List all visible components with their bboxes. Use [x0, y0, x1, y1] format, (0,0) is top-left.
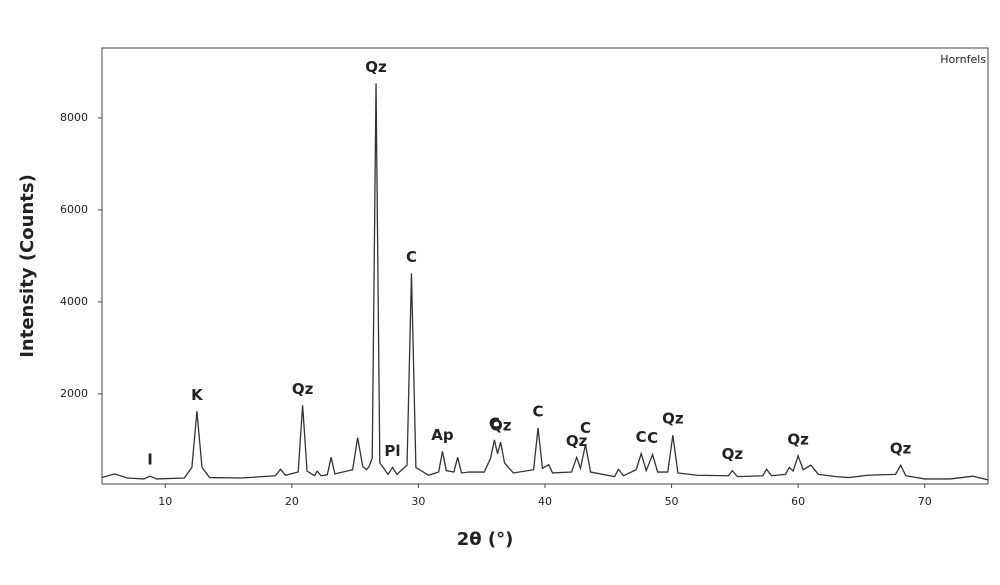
- peak-label: Qz: [566, 432, 588, 450]
- y-tick-label: 2000: [60, 387, 88, 400]
- peak-label: Qz: [787, 430, 809, 448]
- y-tick-label: 4000: [60, 295, 88, 308]
- peak-label: C: [533, 402, 544, 420]
- xrd-trace: [101, 83, 989, 481]
- x-axis-title: 2θ (°): [457, 529, 514, 550]
- plot-frame: [101, 47, 989, 485]
- peak-label: Qz: [490, 417, 512, 435]
- y-tick-label: 8000: [60, 111, 88, 124]
- x-tick-label: 50: [665, 495, 679, 508]
- peak-label: I: [147, 451, 153, 469]
- x-tick-label: 10: [158, 495, 172, 508]
- legend-label: Hornfels: [940, 53, 986, 66]
- peak-label: C: [580, 419, 591, 437]
- peak-label: C: [636, 428, 647, 446]
- y-tick-label: 6000: [60, 203, 88, 216]
- peak-label: Ap: [431, 426, 454, 444]
- peak-label: K: [191, 386, 204, 404]
- peak-label: Qz: [292, 380, 314, 398]
- peak-label: C: [406, 248, 417, 266]
- x-tick-label: 20: [285, 495, 299, 508]
- peak-label: C: [647, 429, 658, 447]
- peak-label: Qz: [722, 445, 744, 463]
- peak-label: Qz: [662, 410, 684, 428]
- x-tick-label: 30: [411, 495, 425, 508]
- x-tick-label: 70: [918, 495, 932, 508]
- peak-label: Qz: [890, 440, 912, 458]
- x-tick-label: 60: [791, 495, 805, 508]
- peak-label: C: [489, 414, 500, 432]
- x-tick-label: 40: [538, 495, 552, 508]
- peak-label: Qz: [365, 58, 387, 76]
- peak-label: Pl: [384, 442, 400, 460]
- y-axis-title: Intensity (Counts): [17, 174, 38, 358]
